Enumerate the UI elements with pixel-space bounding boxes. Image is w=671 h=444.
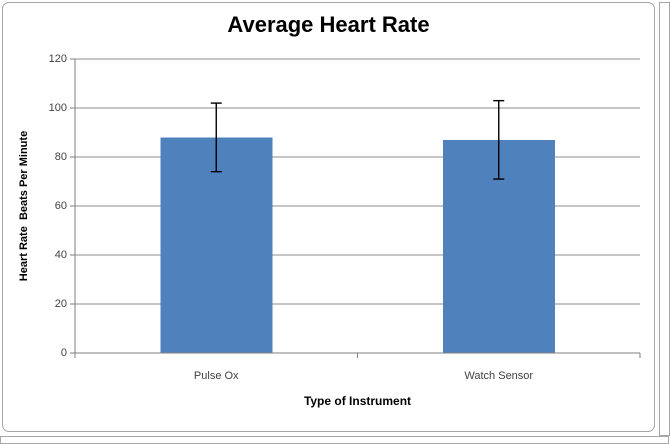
y-tick-label-0: 0 <box>60 347 67 359</box>
chart-title: Average Heart Rate <box>227 12 430 37</box>
right-edge-strip <box>659 2 670 436</box>
y-tick-label-80: 80 <box>54 151 67 163</box>
error-bar-watch-sensor <box>493 99 505 180</box>
error-bar-pulse-ox <box>210 102 222 173</box>
y-tick-label-60: 60 <box>54 200 67 212</box>
y-tick-label-120: 120 <box>48 53 67 65</box>
x-axis-title: Type of Instrument <box>303 394 412 408</box>
x-category-label-watch-sensor: Watch Sensor <box>464 370 534 382</box>
y-tick-label-40: 40 <box>54 249 67 261</box>
bar-pulse-ox <box>160 137 273 353</box>
x-category-label-pulse-ox: Pulse Ox <box>193 370 239 382</box>
y-tick-label-20: 20 <box>54 298 67 310</box>
y-tick-label-100: 100 <box>48 102 67 114</box>
